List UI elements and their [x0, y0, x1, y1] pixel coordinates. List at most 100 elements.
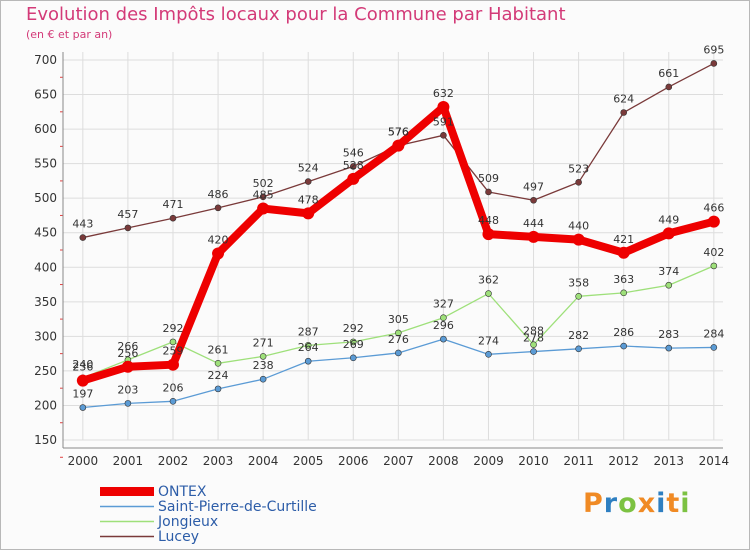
data-point	[169, 338, 177, 346]
data-point	[257, 202, 270, 215]
legend-item-lucey: Lucey	[100, 528, 317, 545]
data-point	[665, 83, 673, 91]
data-label: 240	[72, 358, 93, 371]
data-point	[121, 360, 134, 373]
x-tick-label: 2013	[653, 454, 684, 468]
data-point	[169, 214, 177, 222]
y-tick-label: 300	[34, 329, 57, 343]
data-label: 327	[433, 298, 454, 311]
data-point	[440, 314, 447, 322]
data-point	[710, 262, 718, 270]
y-tick-label: 200	[34, 398, 57, 412]
data-label: 286	[613, 326, 634, 339]
data-label: 497	[523, 180, 544, 193]
data-point	[347, 172, 360, 185]
chart-subtitle: (en € et par an)	[26, 28, 113, 41]
data-label: 238	[253, 359, 274, 372]
y-tick-label: 350	[34, 295, 57, 309]
x-tick-label: 2009	[473, 454, 504, 468]
data-point	[485, 188, 492, 196]
data-point	[530, 348, 537, 355]
data-label: 266	[117, 340, 138, 353]
legend-label: Lucey	[158, 528, 200, 545]
data-point	[617, 246, 630, 259]
data-label: 402	[703, 246, 724, 259]
data-point	[482, 228, 495, 241]
data-point	[575, 292, 582, 300]
x-tick-label: 2014	[699, 454, 730, 468]
data-label: 276	[388, 333, 409, 346]
data-label: 282	[568, 329, 589, 342]
x-tick-label: 2003	[203, 454, 234, 468]
data-point	[395, 349, 402, 357]
logo-letter: P	[583, 488, 604, 519]
x-tick-label: 2010	[518, 454, 549, 468]
x-tick-label: 2004	[248, 454, 279, 468]
data-label: 576	[388, 126, 409, 139]
x-tick-label: 2002	[158, 454, 189, 468]
y-tick-label: 450	[34, 226, 57, 240]
data-point	[304, 342, 312, 349]
proxiti-logo: Proxiti	[583, 488, 691, 519]
data-label: 444	[523, 217, 544, 230]
legend-swatch-lucey	[100, 535, 154, 538]
data-point	[665, 281, 673, 289]
data-point	[259, 353, 267, 360]
data-point	[527, 230, 540, 243]
data-label: 363	[613, 273, 634, 286]
logo-letter: i	[680, 488, 691, 519]
chart-title: Evolution des Impôts locaux pour la Comm…	[26, 4, 566, 25]
data-point	[214, 385, 222, 393]
data-label: 197	[72, 388, 93, 401]
legend-swatch-ontex	[100, 487, 154, 496]
data-label: 632	[433, 87, 454, 100]
data-label: 274	[478, 334, 499, 347]
data-label: 362	[478, 274, 499, 287]
data-label: 523	[568, 162, 589, 175]
data-point	[259, 193, 267, 201]
data-point	[665, 344, 673, 352]
data-label: 224	[208, 369, 229, 382]
data-label: 374	[658, 265, 679, 278]
data-point	[349, 354, 357, 362]
data-label: 420	[208, 233, 229, 246]
data-label: 421	[613, 233, 634, 246]
data-label: 661	[658, 67, 679, 80]
data-label: 576	[388, 126, 409, 139]
x-tick-label: 2011	[563, 454, 594, 468]
data-label: 283	[658, 328, 679, 341]
data-point	[214, 204, 222, 212]
data-point	[395, 329, 402, 337]
data-point	[304, 357, 312, 365]
x-tick-label: 2012	[608, 454, 639, 468]
legend-item-saint-pierre-de-curtille: Saint-Pierre-de-Curtille	[100, 498, 317, 515]
legend-label: Saint-Pierre-de-Curtille	[158, 498, 317, 515]
data-label: 509	[478, 172, 499, 185]
data-point	[169, 398, 177, 405]
data-label: 292	[343, 322, 364, 335]
data-point	[392, 139, 405, 152]
data-point	[440, 132, 447, 139]
data-point	[79, 234, 87, 241]
data-point	[707, 215, 720, 228]
data-label: 278	[523, 332, 544, 345]
data-point	[710, 344, 718, 351]
data-label: 261	[208, 343, 229, 356]
data-point	[620, 109, 627, 116]
data-point	[166, 358, 179, 371]
data-label: 546	[343, 146, 364, 159]
logo-letter: o	[618, 488, 638, 519]
data-label: 305	[388, 313, 409, 326]
legend-swatch-jongieux	[100, 520, 154, 523]
data-label: 485	[253, 189, 274, 202]
data-label: 478	[298, 193, 319, 206]
data-point	[440, 335, 447, 343]
data-label: 236	[72, 361, 93, 374]
legend-label: Jongieux	[158, 513, 219, 530]
data-point	[349, 163, 357, 170]
logo-letter: r	[603, 488, 619, 519]
data-label: 288	[523, 325, 544, 338]
data-point	[485, 290, 492, 297]
y-tick-label: 250	[34, 364, 57, 378]
data-point	[437, 100, 450, 113]
